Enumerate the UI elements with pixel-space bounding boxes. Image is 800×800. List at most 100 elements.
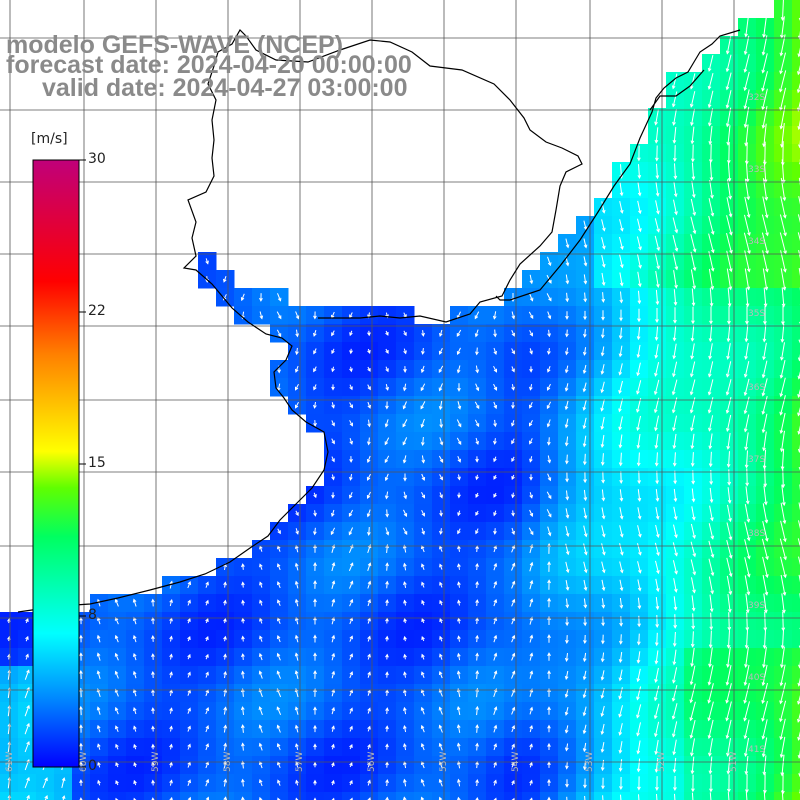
field-cell [792,558,800,577]
legend-tick-label: 15 [88,455,106,471]
wind-arrow [601,364,605,374]
wind-arrow-head [781,179,786,184]
wind-arrow [421,761,425,769]
wind-arrow [708,379,714,395]
wind-arrow-head [726,445,731,450]
field-cell [270,792,289,800]
wind-arrow [744,557,750,577]
wind-arrow [583,489,587,501]
wind-arrow [348,563,354,571]
wind-arrow [673,433,677,449]
wind-arrow-head [637,318,641,323]
wind-arrow-head [672,679,676,684]
wind-arrow [690,379,696,395]
wind-arrow [710,630,712,648]
wind-arrow-head [349,598,354,603]
wind-arrow-head [674,552,678,557]
wind-arrow [402,527,408,535]
wind-arrow-head [654,750,658,756]
wind-arrow-head [656,210,660,215]
wind-arrow [386,563,388,571]
wind-arrow-head [618,713,622,718]
field-cell [792,324,800,343]
wind-arrow-head [295,779,299,784]
wind-arrow-head [655,301,660,306]
wind-arrow [619,363,623,375]
wind-arrow-head [331,634,336,639]
wind-arrow-head [438,406,443,411]
wind-arrow-head [654,768,659,773]
wind-arrow [349,599,353,607]
wind-arrow [547,383,551,391]
wind-arrow-head [456,687,461,693]
field-cell [792,540,800,559]
wind-arrow-head [761,699,765,705]
wind-arrow [691,433,695,449]
field-cell [792,216,800,235]
wind-arrow [439,671,443,679]
wind-arrow-head [438,778,443,783]
latitude-label: 34S [748,237,765,247]
wind-arrow-head [205,599,209,604]
wind-arrow [780,718,786,740]
wind-arrow-head [421,653,425,658]
wind-arrow-head [420,706,425,711]
wind-arrow [726,361,732,377]
wind-arrow-head [743,373,748,378]
wind-arrow [673,181,677,197]
wind-arrow-head [493,724,498,729]
wind-arrow-head [313,761,317,766]
field-cell [72,792,91,800]
wind-arrow [601,434,605,448]
field-cell [792,486,800,505]
wind-arrow-head [764,196,769,201]
field-cell [792,702,800,721]
wind-arrow [620,452,622,466]
wind-arrow [528,311,534,319]
wind-arrow-head [744,355,748,360]
longitude-label: 61W [5,752,15,772]
wind-arrow [295,635,299,643]
wind-arrow-head [258,779,263,783]
wind-arrow-head [277,333,282,338]
wind-arrow [656,793,658,800]
wind-arrow-head [619,192,624,197]
wind-arrow-head [349,332,353,337]
wind-arrow [763,790,766,800]
wind-arrow [403,383,407,391]
wind-arrow-head [709,481,714,486]
wind-arrow-head [708,141,713,146]
wind-arrow-head [313,386,317,391]
wind-arrow-head [349,743,353,748]
wind-arrow-head [673,175,678,180]
wind-arrow-head [637,174,642,179]
wind-arrow [762,360,768,378]
wind-arrow [654,218,660,232]
wind-arrow [493,653,497,661]
wind-arrow [763,342,767,360]
wind-arrow [438,365,444,373]
wind-arrow [348,545,354,553]
wind-arrow-head [547,262,552,267]
wind-arrow-head [331,580,336,585]
wind-arrow-head [689,717,694,722]
wind-arrow-head [295,315,300,320]
wind-arrow [655,578,659,592]
wind-arrow-head [367,441,371,446]
wind-arrow [708,215,714,235]
wind-arrow-head [565,639,569,644]
wind-arrow-head [529,688,534,693]
wind-arrow-head [367,368,371,372]
field-cell [486,792,505,800]
wind-arrow [763,123,767,147]
wind-arrow [654,361,660,377]
wind-arrow [547,455,551,463]
wind-arrow [709,647,713,667]
wind-arrow-head [691,480,696,485]
wind-arrow [708,108,714,126]
wind-arrow-head [313,332,317,337]
wind-arrow-head [331,386,335,391]
wind-arrow-head [331,779,335,784]
wind-arrow-head [421,581,425,586]
wind-arrow-head [384,477,389,482]
